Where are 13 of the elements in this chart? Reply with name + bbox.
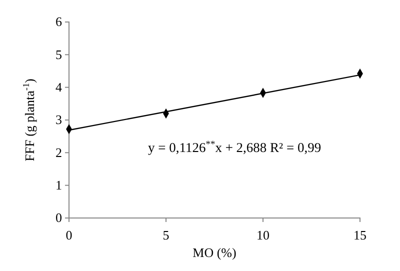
- y-tick-label: 1: [56, 177, 62, 192]
- y-tick-label: 0: [56, 210, 62, 226]
- x-tick-label: 10: [256, 227, 270, 242]
- annotation: y = 0,1126$^{**}$x + 2,688 R² = 0,99: [148, 140, 322, 155]
- x-tick-label: 15: [354, 227, 366, 242]
- y-tick-label: 5: [56, 46, 62, 62]
- x-axis-title: MO (%): [192, 245, 236, 260]
- y-tick-label: 6: [56, 14, 62, 30]
- x-tick-label: 5: [162, 227, 170, 242]
- y-tick-label: 2: [56, 144, 62, 160]
- y-tick-label: 4: [56, 79, 62, 94]
- y-tick-label: 3: [56, 112, 62, 128]
- x-tick-label: 0: [66, 227, 72, 242]
